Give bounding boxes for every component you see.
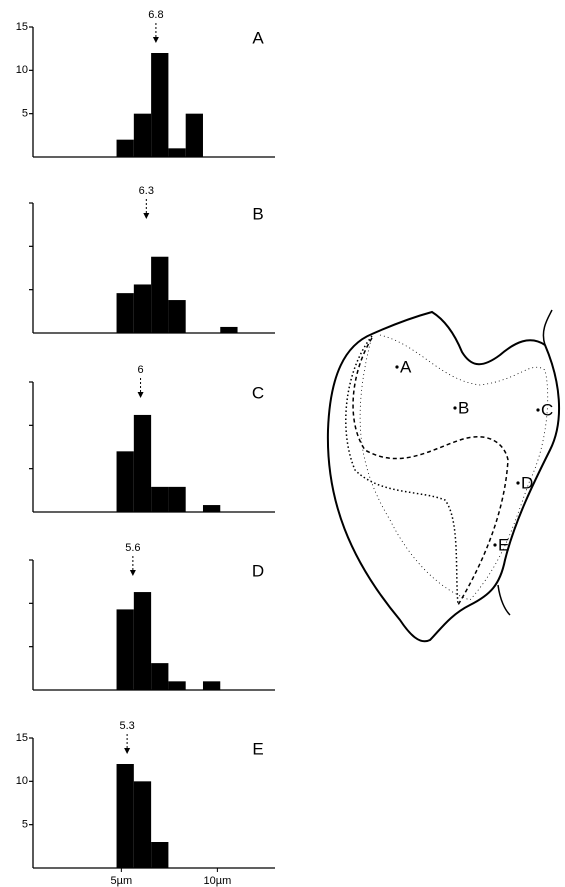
bar [220, 326, 238, 333]
y-tick-label: 15 [16, 732, 28, 744]
bar [202, 681, 221, 690]
y-tick-label: 10 [16, 64, 28, 76]
y-tick-label: 5 [22, 108, 28, 120]
panel-letter: D [252, 561, 264, 580]
bar [133, 781, 152, 868]
x-tick-label: 10µm [204, 875, 232, 887]
histogram-panel: 6C [29, 364, 275, 513]
bar [185, 113, 203, 157]
site-point [536, 408, 540, 412]
mean-arrowhead [152, 37, 159, 43]
site-point [493, 543, 497, 547]
site-label: C [541, 400, 553, 419]
mean-label: 6 [137, 364, 143, 376]
site-point [453, 406, 457, 410]
bar [133, 592, 152, 690]
histogram-panel: 6.3 B [29, 185, 275, 334]
site-label: D [521, 473, 533, 492]
panel-letter: C [252, 383, 264, 402]
bar [168, 148, 186, 157]
bar [133, 113, 152, 157]
panel-letter: B [252, 204, 263, 223]
section-diagram [326, 309, 560, 643]
site-point [516, 481, 520, 485]
bar [133, 414, 152, 512]
bar [116, 293, 134, 333]
mean-arrowhead [137, 392, 144, 398]
bar [168, 300, 186, 333]
bar [151, 486, 169, 512]
y-tick-label: 15 [16, 21, 28, 33]
x-tick-label: 5µm [111, 875, 133, 887]
y-tick-label: 5 [22, 819, 28, 831]
mean-arrowhead [124, 748, 131, 754]
bar [151, 842, 169, 868]
section-edge [497, 309, 553, 616]
mean-arrowhead [143, 213, 150, 219]
section-outline [326, 310, 560, 643]
mean-label: 6.3 [139, 185, 154, 197]
boundary-fine [359, 334, 549, 601]
bar [116, 139, 134, 157]
site-point [395, 365, 399, 369]
bar [168, 681, 186, 690]
boundary-dashed [352, 337, 509, 606]
bar [168, 486, 186, 512]
bar [116, 451, 134, 512]
histogram-panel: 5 10 15 5µm 10µm 5.3 E [16, 720, 275, 887]
bar [116, 609, 134, 690]
site-label: B [458, 398, 469, 417]
bar [151, 663, 169, 690]
histogram-panel: 5.6 D [29, 542, 275, 691]
y-tick-label: 10 [16, 775, 28, 787]
bar [151, 53, 169, 157]
bar [151, 256, 169, 333]
bar [202, 505, 221, 512]
mean-label: 5.3 [119, 720, 134, 732]
panel-letter: A [252, 28, 264, 47]
site-label: A [400, 357, 412, 376]
histogram-panel: 5 10 15 6.8 A [16, 9, 275, 158]
mean-label: 5.6 [125, 542, 140, 554]
site-label: E [498, 535, 509, 554]
bar [116, 764, 134, 868]
mean-arrowhead [129, 570, 136, 576]
mean-label: 6.8 [148, 9, 163, 21]
bar [133, 284, 152, 333]
panel-letter: E [252, 739, 263, 758]
diagram-labels: A B C D E [395, 357, 553, 554]
